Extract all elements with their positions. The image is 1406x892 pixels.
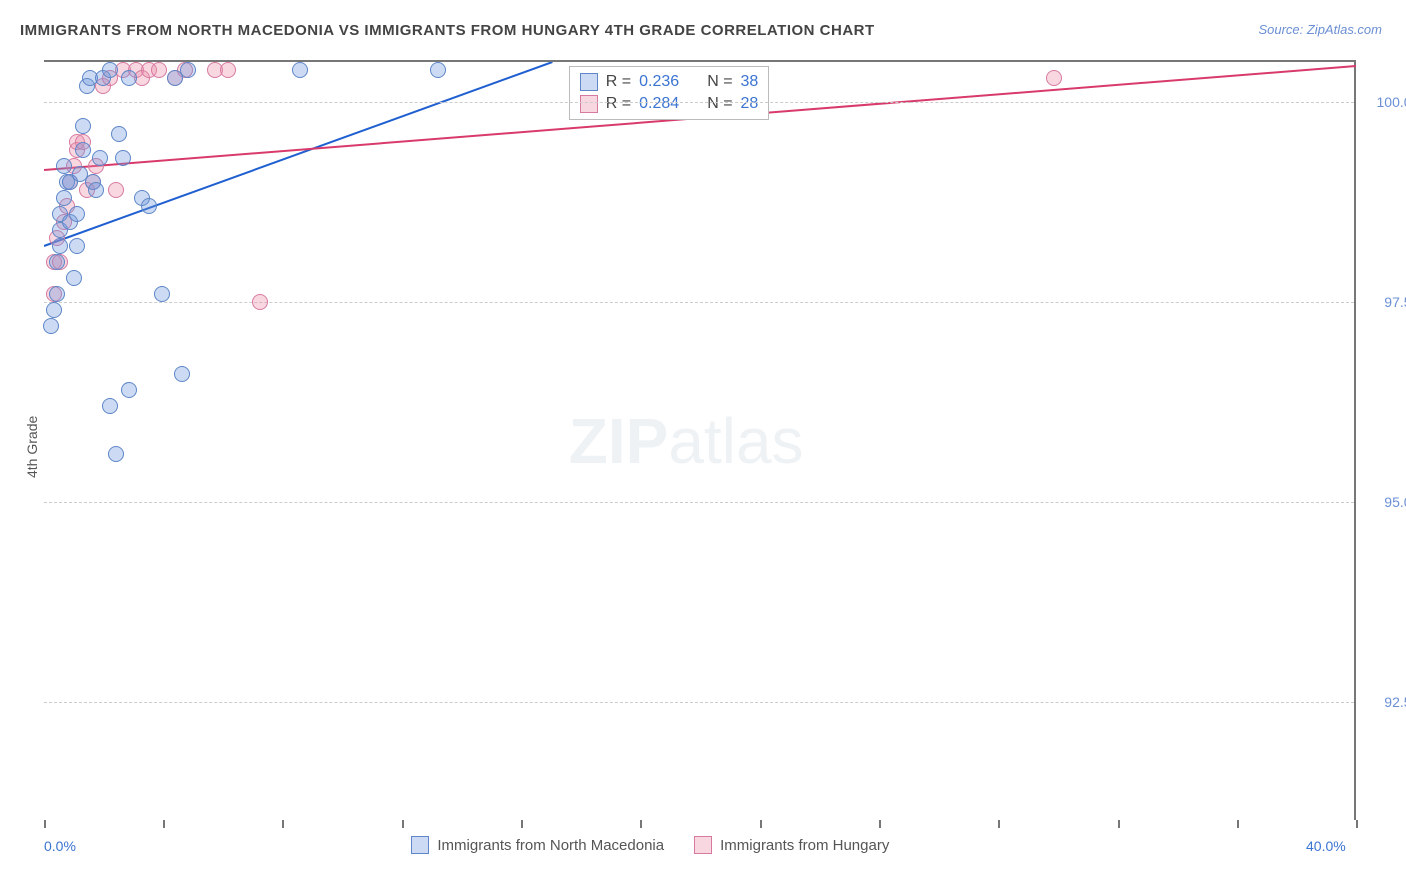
r-value: 0.284 xyxy=(639,95,679,113)
stats-row: R = 0.236 N = 38 xyxy=(580,71,759,93)
data-point xyxy=(154,286,170,302)
x-tick xyxy=(1118,820,1120,828)
data-point xyxy=(108,182,124,198)
data-point xyxy=(1046,70,1062,86)
legend-swatch xyxy=(580,95,598,113)
data-point xyxy=(220,62,236,78)
data-point xyxy=(92,150,108,166)
gridline xyxy=(44,102,1354,103)
x-axis-max-label: 40.0% xyxy=(1306,838,1346,854)
y-tick-label: 100.0% xyxy=(1377,94,1406,110)
data-point xyxy=(102,62,118,78)
gridline xyxy=(44,302,1354,303)
data-point xyxy=(69,206,85,222)
watermark: ZIPatlas xyxy=(569,404,804,478)
data-point xyxy=(108,446,124,462)
data-point xyxy=(141,198,157,214)
watermark-zip: ZIP xyxy=(569,405,669,477)
stats-legend: R = 0.236 N = 38 R = 0.284 N = 28 xyxy=(569,66,770,120)
data-point xyxy=(121,382,137,398)
data-point xyxy=(56,158,72,174)
gridline xyxy=(44,502,1354,503)
n-value: 38 xyxy=(741,73,759,91)
data-point xyxy=(102,398,118,414)
data-point xyxy=(66,270,82,286)
legend-swatch xyxy=(580,73,598,91)
data-point xyxy=(75,142,91,158)
plot-area: ZIPatlas R = 0.236 N = 38 R = 0.284 N = … xyxy=(44,60,1356,820)
data-point xyxy=(292,62,308,78)
data-point xyxy=(75,118,91,134)
y-tick-label: 97.5% xyxy=(1384,294,1406,310)
legend-item: Immigrants from North Macedonia xyxy=(411,834,664,856)
chart-title: IMMIGRANTS FROM NORTH MACEDONIA VS IMMIG… xyxy=(20,22,875,39)
legend-swatch xyxy=(694,836,712,854)
data-point xyxy=(49,286,65,302)
x-tick xyxy=(163,820,165,828)
x-tick xyxy=(521,820,523,828)
data-point xyxy=(115,150,131,166)
data-point xyxy=(174,366,190,382)
x-tick xyxy=(1237,820,1239,828)
bottom-legend: Immigrants from North Macedonia Immigran… xyxy=(411,834,889,856)
data-point xyxy=(56,190,72,206)
data-point xyxy=(49,254,65,270)
watermark-atlas: atlas xyxy=(668,405,803,477)
y-axis-title: 4th Grade xyxy=(24,416,40,478)
n-value: 28 xyxy=(741,95,759,113)
x-tick xyxy=(760,820,762,828)
legend-swatch xyxy=(411,836,429,854)
data-point xyxy=(88,182,104,198)
data-point xyxy=(43,318,59,334)
data-point xyxy=(151,62,167,78)
gridline xyxy=(44,702,1354,703)
x-tick xyxy=(44,820,46,828)
r-label: R = xyxy=(606,73,631,91)
r-value: 0.236 xyxy=(639,73,679,91)
legend-label: Immigrants from North Macedonia xyxy=(437,837,664,854)
data-point xyxy=(180,62,196,78)
source-credit: Source: ZipAtlas.com xyxy=(1258,22,1382,37)
source-link[interactable]: ZipAtlas.com xyxy=(1307,22,1382,37)
data-point xyxy=(46,302,62,318)
data-point xyxy=(430,62,446,78)
x-tick xyxy=(402,820,404,828)
source-prefix: Source: xyxy=(1258,22,1306,37)
legend-item: Immigrants from Hungary xyxy=(694,834,889,856)
x-tick xyxy=(1356,820,1358,828)
y-tick-label: 95.0% xyxy=(1384,494,1406,510)
y-tick-label: 92.5% xyxy=(1384,694,1406,710)
n-label: N = xyxy=(707,95,732,113)
n-label: N = xyxy=(707,73,732,91)
data-point xyxy=(121,70,137,86)
r-label: R = xyxy=(606,95,631,113)
x-tick xyxy=(640,820,642,828)
data-point xyxy=(111,126,127,142)
x-tick xyxy=(998,820,1000,828)
legend-label: Immigrants from Hungary xyxy=(720,837,889,854)
data-point xyxy=(52,238,68,254)
stats-row: R = 0.284 N = 28 xyxy=(580,93,759,115)
data-point xyxy=(252,294,268,310)
x-tick xyxy=(879,820,881,828)
x-tick xyxy=(282,820,284,828)
trend-lines xyxy=(44,62,1356,822)
x-axis-min-label: 0.0% xyxy=(44,838,76,854)
data-point xyxy=(69,238,85,254)
